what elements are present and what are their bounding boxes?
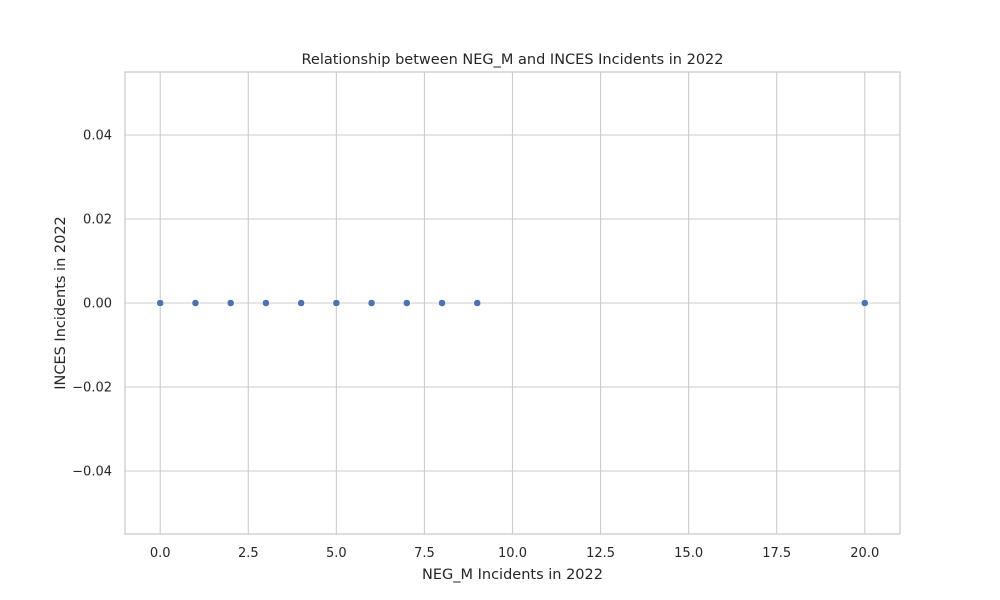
x-tick-label: 7.5 [414,546,435,561]
data-point [438,299,446,307]
data-point [191,299,200,307]
data-point [473,299,482,307]
data-point [332,299,341,307]
data-point [402,299,411,307]
y-axis-label: INCES Incidents in 2022 [53,216,69,390]
data-points [156,299,869,307]
y-tick-label: −0.02 [72,381,112,396]
chart-title: Relationship between NEG_M and INCES Inc… [301,52,723,68]
data-point [226,299,235,307]
y-tick-label: 0.00 [83,297,112,312]
x-tick-label: 0.0 [150,546,171,561]
y-tick-labels: 0.04 0.02 0.00 −0.02 −0.04 [72,129,112,480]
x-tick-label: 20.0 [850,546,879,561]
x-tick-label: 10.0 [498,546,527,561]
x-tick-label: 5.0 [326,546,347,561]
x-tick-label: 15.0 [674,546,703,561]
plot-frame [124,71,901,535]
x-tick-label: 12.5 [586,546,615,561]
data-point [297,299,306,307]
x-tick-label: 2.5 [238,546,259,561]
data-point [367,299,376,307]
data-point [860,299,869,307]
x-tick-label: 17.5 [762,546,791,561]
y-tick-label: −0.04 [72,465,112,480]
x-axis-label: NEG_M Incidents in 2022 [422,567,603,583]
data-point [156,299,165,307]
y-tick-label: 0.04 [83,129,112,144]
y-tick-label: 0.02 [83,213,112,228]
data-point [262,299,270,307]
x-tick-labels: 0.0 2.5 5.0 7.5 10.0 12.5 15.0 17.5 20.0 [150,546,879,561]
grid [125,72,900,534]
